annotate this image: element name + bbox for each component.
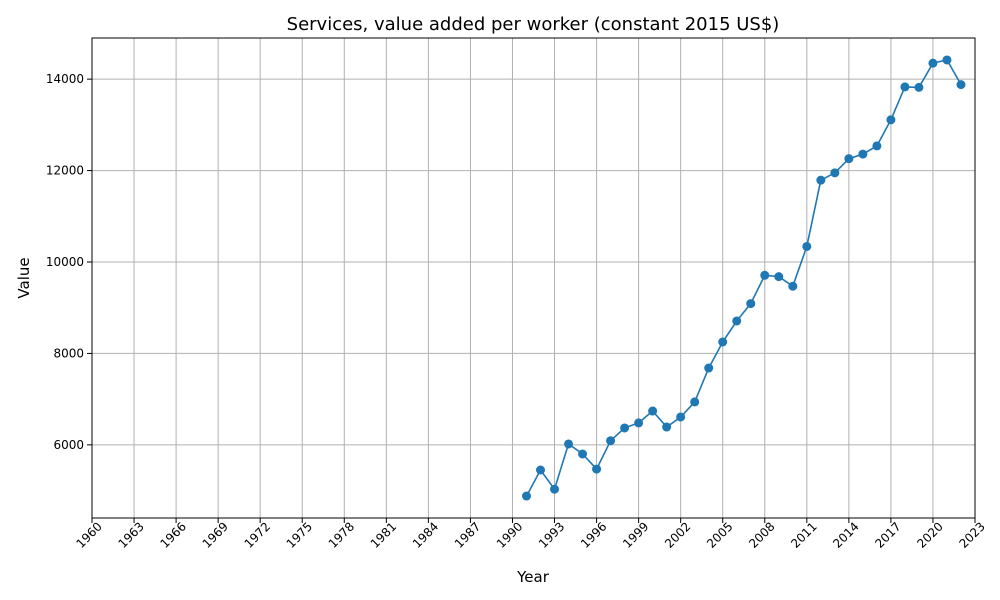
plot-frame	[91, 37, 976, 519]
data-point	[816, 175, 826, 185]
data-point	[942, 55, 952, 65]
grid	[91, 38, 976, 518]
data-point	[886, 115, 896, 125]
data-point	[788, 281, 798, 291]
chart-title: Services, value added per worker (consta…	[287, 14, 780, 35]
y-tick-label: 14000	[46, 72, 84, 86]
data-point	[914, 82, 924, 92]
data-point	[536, 465, 546, 475]
y-tick-label: 8000	[53, 346, 84, 360]
data-point	[676, 412, 686, 422]
series-line	[525, 58, 962, 497]
y-axis: 6000 8000 10000 12000 14000	[46, 72, 92, 452]
data-point	[620, 423, 630, 433]
y-tick-label: 10000	[46, 255, 84, 269]
data-point	[830, 168, 840, 178]
y-tick-label: 6000	[53, 438, 84, 452]
y-axis-title: Value	[15, 257, 33, 298]
data-point	[704, 363, 714, 373]
y-tick-label: 12000	[46, 164, 84, 178]
data-point	[732, 316, 742, 326]
data-point	[592, 464, 602, 474]
data-point	[774, 272, 784, 282]
data-point	[662, 422, 672, 432]
data-point	[690, 397, 700, 407]
data-point	[928, 58, 938, 68]
data-point	[648, 406, 658, 416]
data-point	[606, 436, 616, 446]
x-axis-title: Year	[516, 568, 550, 586]
data-point	[760, 270, 770, 280]
data-point	[718, 337, 728, 347]
data-point	[844, 154, 854, 164]
data-point	[858, 149, 868, 159]
data-point	[578, 449, 588, 459]
data-point	[564, 439, 574, 449]
data-point	[550, 484, 560, 494]
data-point	[900, 82, 910, 92]
data-point	[956, 80, 966, 90]
series-points	[521, 55, 966, 501]
data-point	[746, 299, 756, 309]
data-point	[802, 241, 812, 251]
data-point	[872, 141, 882, 151]
data-point	[521, 491, 531, 501]
data-point	[634, 418, 644, 428]
